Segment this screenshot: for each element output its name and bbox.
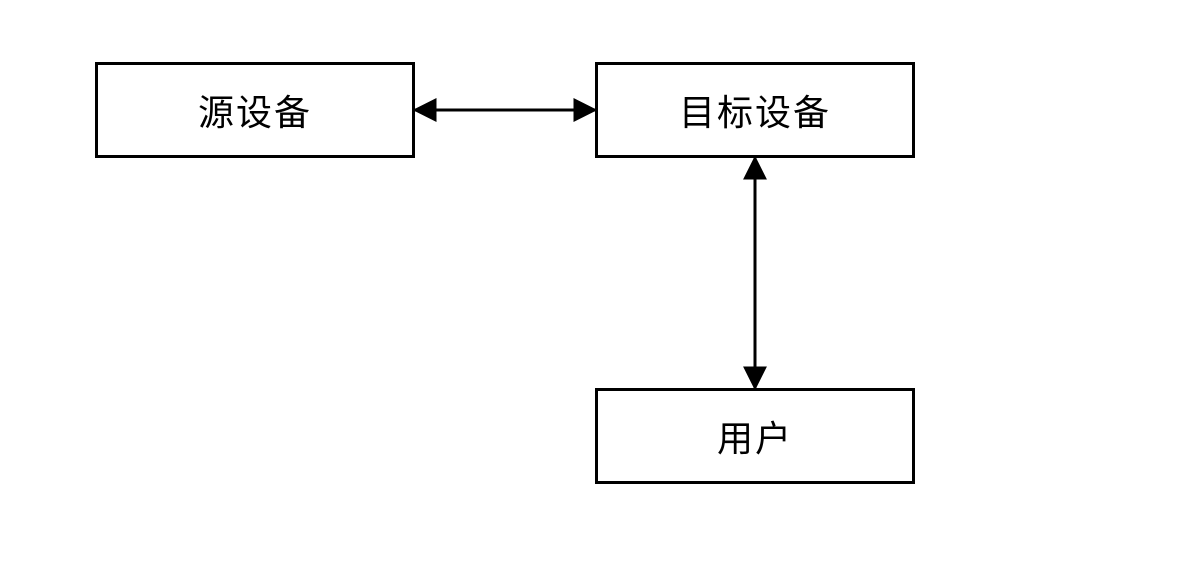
- node-user: 用户: [595, 388, 915, 484]
- diagram-canvas: 源设备 目标设备 用户: [0, 0, 1191, 565]
- node-user-label: 用户: [717, 410, 793, 462]
- node-target-label: 目标设备: [679, 84, 831, 136]
- node-source-label: 源设备: [198, 84, 312, 136]
- node-source: 源设备: [95, 62, 415, 158]
- node-target: 目标设备: [595, 62, 915, 158]
